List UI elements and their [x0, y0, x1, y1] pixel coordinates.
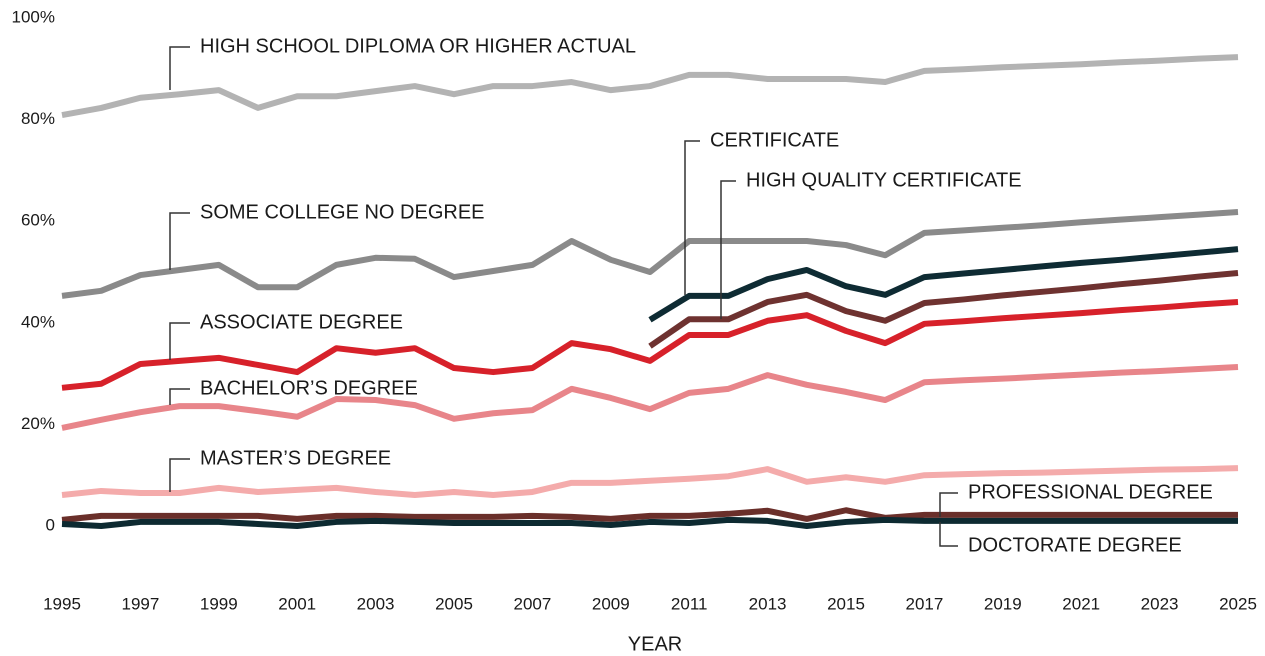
series-line — [61, 54, 1239, 118]
leader-line — [684, 140, 700, 295]
leader-line — [169, 322, 190, 360]
x-tick-label: 1995 — [43, 594, 81, 613]
series-label: PROFESSIONAL DEGREE — [968, 481, 1213, 503]
y-tick-label: 60% — [21, 211, 55, 230]
leader-line — [720, 180, 736, 319]
series-line — [61, 507, 1238, 523]
x-axis-title: YEAR — [628, 633, 682, 655]
series-line — [61, 209, 1239, 299]
series-label: BACHELOR’S DEGREE — [200, 377, 418, 399]
series-line — [61, 516, 1238, 529]
series-label: ASSOCIATE DEGREE — [200, 311, 403, 333]
x-tick-label: 2021 — [1062, 594, 1100, 613]
leader-line — [939, 492, 958, 517]
x-tick-label: 2007 — [513, 594, 551, 613]
leader-line — [169, 212, 190, 270]
leader-line — [169, 388, 190, 405]
x-tick-label: 2025 — [1219, 594, 1257, 613]
leader-line — [169, 46, 190, 90]
series-line — [61, 465, 1239, 499]
y-tick-label: 80% — [21, 109, 55, 128]
series-line — [61, 298, 1239, 391]
series-label: HIGH QUALITY CERTIFICATE — [746, 169, 1022, 191]
series-label: MASTER’S DEGREE — [200, 447, 391, 469]
y-tick-label: 0 — [46, 515, 55, 534]
series-label: HIGH SCHOOL DIPLOMA OR HIGHER ACTUAL — [200, 35, 636, 57]
series-label: CERTIFICATE — [710, 129, 839, 151]
x-tick-label: 2001 — [278, 594, 316, 613]
series-line — [648, 270, 1239, 349]
x-tick-label: 1997 — [121, 594, 159, 613]
x-tick-label: 2003 — [357, 594, 395, 613]
x-tick-label: 2013 — [749, 594, 787, 613]
series-line — [61, 364, 1239, 431]
x-tick-label: 2005 — [435, 594, 473, 613]
series-label: DOCTORATE DEGREE — [968, 534, 1182, 556]
x-tick-label: 2023 — [1141, 594, 1179, 613]
leader-line — [939, 522, 958, 547]
x-tick-label: 1999 — [200, 594, 238, 613]
leader-line — [169, 458, 190, 492]
x-tick-label: 2015 — [827, 594, 865, 613]
y-tick-label: 100% — [12, 7, 55, 26]
y-tick-label: 40% — [21, 312, 55, 331]
x-tick-label: 2011 — [671, 594, 708, 613]
y-tick-label: 20% — [21, 414, 55, 433]
x-tick-label: 2019 — [984, 594, 1022, 613]
series-label: SOME COLLEGE NO DEGREE — [200, 201, 485, 223]
series-line — [648, 246, 1239, 323]
x-tick-label: 2017 — [905, 594, 943, 613]
x-tick-label: 2009 — [592, 594, 630, 613]
